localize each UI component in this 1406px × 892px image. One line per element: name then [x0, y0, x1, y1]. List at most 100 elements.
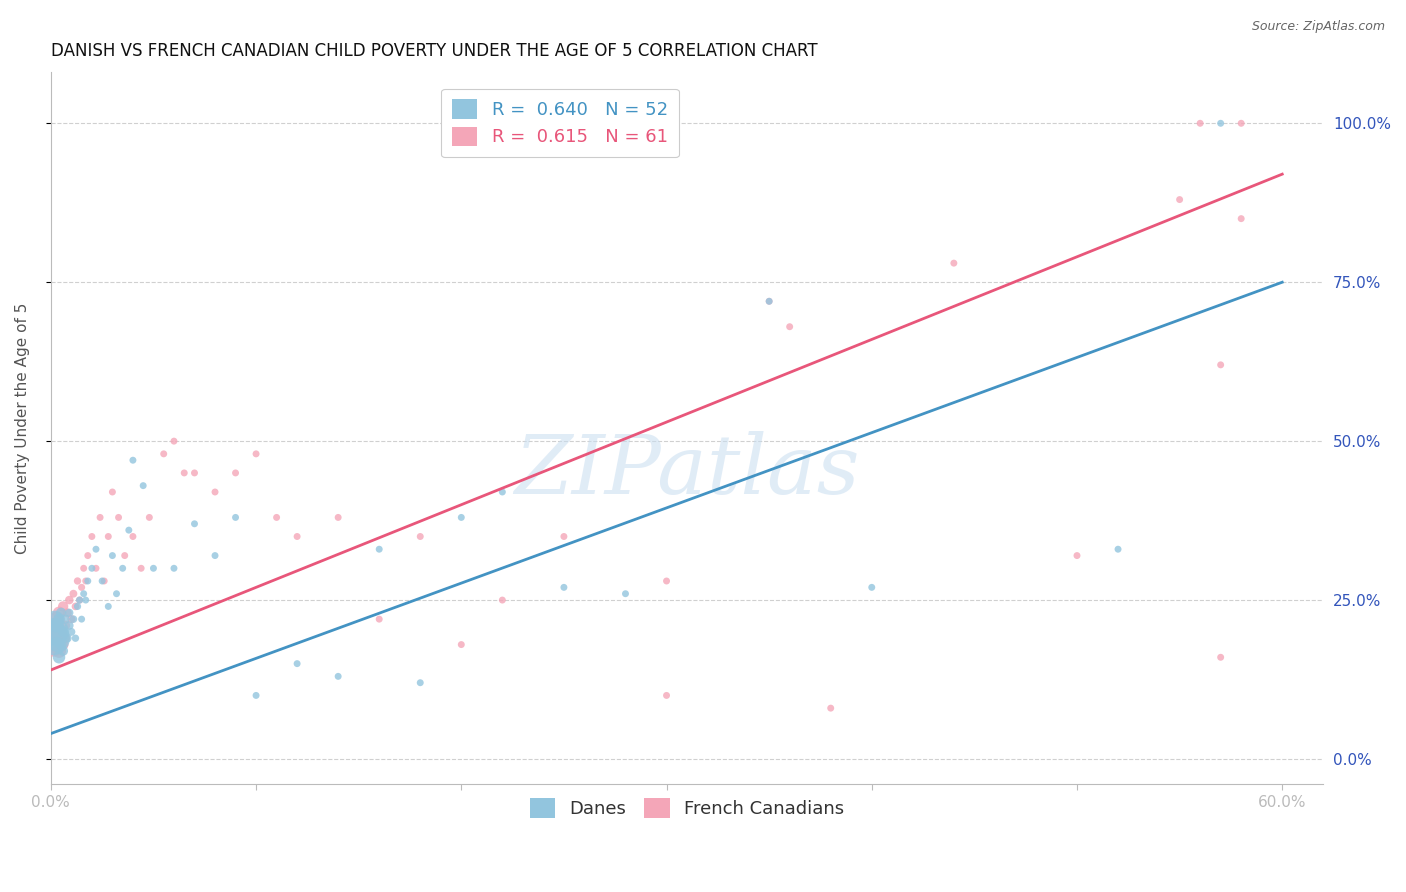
Text: DANISH VS FRENCH CANADIAN CHILD POVERTY UNDER THE AGE OF 5 CORRELATION CHART: DANISH VS FRENCH CANADIAN CHILD POVERTY … [51, 42, 817, 60]
Point [49, 606, 72, 620]
Point [245, 689, 267, 703]
Point [49, 638, 72, 652]
Point [62, 612, 84, 626]
Point [53, 612, 76, 626]
Point [60, 624, 83, 639]
Point [53, 618, 76, 632]
Point [152, 447, 174, 461]
Point [285, 657, 308, 671]
Point [614, 587, 637, 601]
Point [129, 561, 152, 575]
Point [42, 631, 65, 645]
Point [1107, 542, 1129, 557]
Point [779, 319, 801, 334]
Point [46, 638, 69, 652]
Point [52, 599, 75, 614]
Point [368, 612, 391, 626]
Text: Source: ZipAtlas.com: Source: ZipAtlas.com [1251, 20, 1385, 33]
Point [118, 523, 141, 537]
Point [1168, 193, 1191, 207]
Point [97, 599, 120, 614]
Point [44, 612, 66, 626]
Point [48, 650, 70, 665]
Point [183, 516, 205, 531]
Point [225, 510, 247, 524]
Point [1209, 650, 1232, 665]
Point [1209, 116, 1232, 130]
Point [66, 599, 89, 614]
Y-axis label: Child Poverty Under the Age of 5: Child Poverty Under the Age of 5 [15, 302, 30, 554]
Point [101, 549, 124, 563]
Point [204, 485, 226, 500]
Point [450, 510, 472, 524]
Point [122, 453, 145, 467]
Point [138, 510, 160, 524]
Point [69, 593, 91, 607]
Point [1189, 116, 1212, 130]
Point [76, 574, 98, 588]
Point [1209, 358, 1232, 372]
Point [491, 485, 513, 500]
Point [204, 549, 226, 563]
Point [48, 606, 70, 620]
Point [101, 485, 124, 500]
Point [107, 510, 129, 524]
Point [409, 529, 432, 543]
Point [84, 561, 107, 575]
Point [655, 689, 678, 703]
Point [73, 587, 96, 601]
Point [52, 624, 75, 639]
Point [758, 294, 780, 309]
Point [820, 701, 842, 715]
Point [84, 542, 107, 557]
Point [553, 580, 575, 594]
Point [58, 618, 80, 632]
Point [65, 599, 87, 614]
Point [58, 606, 80, 620]
Point [89, 510, 111, 524]
Point [75, 574, 97, 588]
Point [70, 580, 93, 594]
Point [53, 631, 76, 645]
Point [860, 580, 883, 594]
Point [1066, 549, 1088, 563]
Point [942, 256, 965, 270]
Point [328, 510, 350, 524]
Point [66, 574, 89, 588]
Point [409, 675, 432, 690]
Point [46, 618, 69, 632]
Point [758, 294, 780, 309]
Point [73, 561, 96, 575]
Point [48, 612, 70, 626]
Legend: Danes, French Canadians: Danes, French Canadians [523, 791, 852, 825]
Point [80, 561, 103, 575]
Point [114, 549, 136, 563]
Point [93, 574, 115, 588]
Point [60, 612, 83, 626]
Point [105, 587, 128, 601]
Point [91, 574, 114, 588]
Point [70, 612, 93, 626]
Point [655, 574, 678, 588]
Point [245, 447, 267, 461]
Point [75, 593, 97, 607]
Point [62, 587, 84, 601]
Point [173, 466, 195, 480]
Point [328, 669, 350, 683]
Point [65, 631, 87, 645]
Point [44, 624, 66, 639]
Point [56, 606, 79, 620]
Point [450, 638, 472, 652]
Point [285, 529, 308, 543]
Point [111, 561, 134, 575]
Point [1230, 116, 1253, 130]
Point [56, 631, 79, 645]
Point [52, 644, 75, 658]
Point [132, 478, 155, 492]
Point [491, 593, 513, 607]
Point [42, 638, 65, 652]
Point [49, 624, 72, 639]
Point [97, 529, 120, 543]
Point [44, 624, 66, 639]
Text: ZIPatlas: ZIPatlas [515, 431, 860, 511]
